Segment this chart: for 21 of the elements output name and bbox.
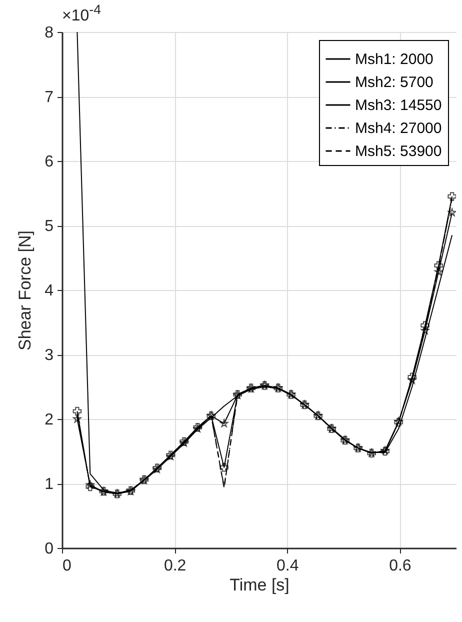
y-tick-label: 8 xyxy=(44,24,54,42)
y-tick-label: 7 xyxy=(44,89,54,106)
x-tick-label: 0.4 xyxy=(276,558,299,574)
legend-label: Msh2: 5700 xyxy=(355,74,434,91)
legend-label: Msh3: 14550 xyxy=(355,97,442,114)
y-tick-label: 0 xyxy=(44,540,54,558)
y-tick-label: 4 xyxy=(44,282,54,300)
y-axis-title: Shear Force [N] xyxy=(16,230,35,350)
y-tick-label: 2 xyxy=(44,412,54,428)
axis-multiplier: ×10$^{-4}$ xyxy=(62,2,101,26)
x-tick-label: 0.6 xyxy=(389,558,412,574)
x-tick-label: 0.2 xyxy=(164,558,186,574)
legend-label: Msh4: 27000 xyxy=(355,120,442,137)
x-axis-title: Time [s] xyxy=(230,576,290,594)
y-tick-label: 1 xyxy=(44,476,54,493)
legend-label: Msh5: 53900 xyxy=(355,143,442,160)
x-tick-label: 0 xyxy=(62,558,72,574)
y-tick-label: 6 xyxy=(44,154,54,170)
legend-label: Msh1: 2000 xyxy=(355,51,434,68)
y-tick-label: 3 xyxy=(44,347,54,364)
y-tick-label: 5 xyxy=(44,218,54,235)
